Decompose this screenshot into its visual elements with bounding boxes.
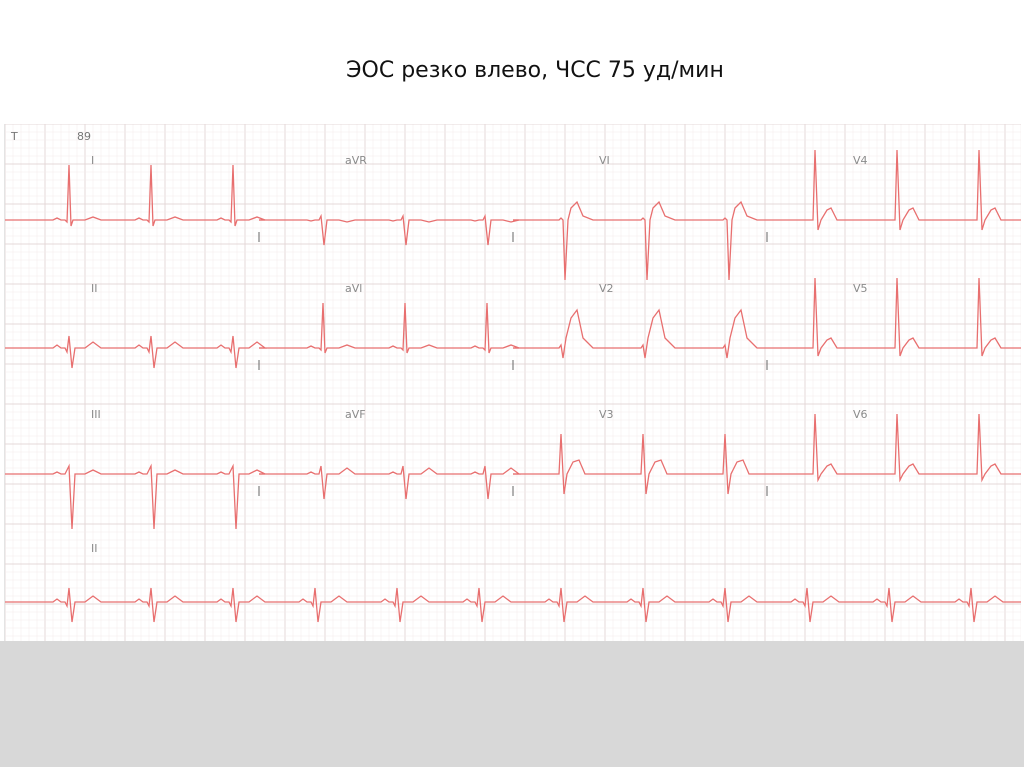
lead-label: III <box>91 408 101 421</box>
header-mark: T <box>10 130 18 143</box>
footer-band <box>0 641 1024 767</box>
trace-III <box>5 463 266 530</box>
lead-label: V3 <box>599 408 614 421</box>
trace-V5 <box>767 277 1021 357</box>
trace-aVR <box>259 213 520 246</box>
trace-V6 <box>767 413 1021 483</box>
lead-label: aVR <box>345 154 367 167</box>
trace-V1 <box>513 200 767 281</box>
trace-aVF <box>259 465 521 500</box>
lead-label: V5 <box>853 282 868 295</box>
lead-label: VI <box>599 154 610 167</box>
lead-label: V4 <box>853 154 868 167</box>
ecg-grid <box>5 124 1021 641</box>
trace-V2 <box>513 308 767 359</box>
rhythm-strip-label: II <box>91 542 98 555</box>
lead-label: I <box>91 154 94 167</box>
trace-I <box>5 164 266 227</box>
ecg-traces <box>5 149 1021 623</box>
trace-rhythm-strip <box>5 587 1021 623</box>
slide-title: ЭОС резко влево, ЧСС 75 уд/мин <box>346 58 724 83</box>
lead-label: aVF <box>345 408 366 421</box>
trace-V3 <box>513 433 767 495</box>
trace-aVL <box>259 302 520 354</box>
lead-label: aVl <box>345 282 362 295</box>
header-number: 89 <box>77 130 91 143</box>
lead-label: V2 <box>599 282 614 295</box>
trace-V4 <box>767 149 1021 231</box>
lead-label: II <box>91 282 98 295</box>
trace-II <box>5 335 267 369</box>
lead-label: V6 <box>853 408 868 421</box>
